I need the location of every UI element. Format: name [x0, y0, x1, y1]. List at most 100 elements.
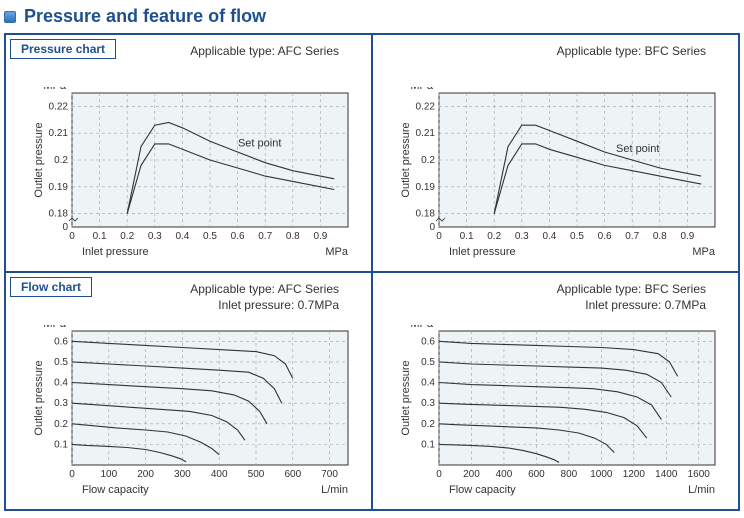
inlet-pressure-label: Inlet pressure: 0.7MPa [557, 297, 706, 313]
section-tab: Pressure chart [10, 39, 116, 59]
svg-text:1400: 1400 [655, 469, 678, 480]
chart-grid: Pressure chart Applicable type: AFC Serie… [4, 33, 740, 511]
chart-header: Applicable type: AFC Series [190, 43, 339, 59]
quadrant-pressure-bfc: Applicable type: BFC SeriesSet point00.1… [372, 34, 739, 272]
quadrant-flow-bfc: Applicable type: BFC SeriesInlet pressur… [372, 272, 739, 510]
svg-text:0: 0 [69, 231, 75, 242]
svg-text:Outlet pressure: Outlet pressure [33, 122, 45, 197]
svg-text:0.6: 0.6 [54, 336, 68, 347]
svg-text:0.9: 0.9 [313, 231, 327, 242]
svg-text:700: 700 [321, 469, 338, 480]
svg-text:MPa: MPa [43, 325, 67, 330]
svg-text:100: 100 [100, 469, 117, 480]
svg-text:600: 600 [528, 469, 545, 480]
svg-text:0.2: 0.2 [421, 155, 435, 166]
svg-text:0.6: 0.6 [598, 231, 612, 242]
svg-text:0.2: 0.2 [120, 231, 134, 242]
page-title: Pressure and feature of flow [24, 6, 266, 27]
bullet-icon [4, 11, 16, 23]
svg-text:Set point: Set point [238, 138, 281, 150]
svg-text:200: 200 [463, 469, 480, 480]
svg-text:0.4: 0.4 [54, 378, 68, 389]
svg-text:0.21: 0.21 [416, 128, 436, 139]
chart: Set point 0 0.1 0.2 0.3 0.4 0.5 0.6 0.7 0.8 0.9 0.1… [30, 87, 360, 263]
svg-text:0.7: 0.7 [625, 231, 639, 242]
svg-text:0.2: 0.2 [487, 231, 501, 242]
applicable-type-label: Applicable type: AFC Series [190, 43, 339, 59]
applicable-type-label: Applicable type: BFC Series [557, 43, 706, 59]
inlet-pressure-label: Inlet pressure: 0.7MPa [190, 297, 339, 313]
svg-text:Inlet pressure: Inlet pressure [449, 246, 516, 258]
svg-text:MPa: MPa [410, 87, 434, 92]
svg-text:0.3: 0.3 [148, 231, 162, 242]
svg-text:0.8: 0.8 [653, 231, 667, 242]
svg-text:1600: 1600 [688, 469, 711, 480]
svg-text:Flow capacity: Flow capacity [82, 484, 149, 496]
svg-text:Outlet pressure: Outlet pressure [33, 360, 45, 435]
svg-text:0.5: 0.5 [54, 357, 68, 368]
chart-header: Applicable type: BFC Series [557, 43, 706, 59]
svg-text:200: 200 [137, 469, 154, 480]
svg-text:0.6: 0.6 [421, 336, 435, 347]
svg-text:0.6: 0.6 [231, 231, 245, 242]
svg-text:L/min: L/min [321, 484, 348, 496]
svg-text:0: 0 [436, 469, 442, 480]
page-title-row: Pressure and feature of flow [4, 6, 740, 27]
applicable-type-label: Applicable type: BFC Series [557, 281, 706, 297]
svg-text:MPa: MPa [325, 246, 349, 258]
chart-header: Applicable type: BFC SeriesInlet pressur… [557, 281, 706, 313]
svg-text:0.4: 0.4 [421, 378, 435, 389]
svg-text:0: 0 [69, 469, 75, 480]
svg-text:0.5: 0.5 [203, 231, 217, 242]
svg-text:0.19: 0.19 [49, 182, 69, 193]
svg-text:MPa: MPa [410, 325, 434, 330]
svg-text:L/min: L/min [688, 484, 715, 496]
chart: 020040060080010001200140016000.10.20.30.… [397, 325, 727, 501]
svg-text:0.8: 0.8 [286, 231, 300, 242]
svg-text:0.2: 0.2 [54, 155, 68, 166]
svg-text:1200: 1200 [623, 469, 646, 480]
svg-text:300: 300 [174, 469, 191, 480]
svg-text:600: 600 [284, 469, 301, 480]
svg-text:Outlet pressure: Outlet pressure [400, 360, 412, 435]
section-tab: Flow chart [10, 277, 92, 297]
svg-text:0.3: 0.3 [515, 231, 529, 242]
svg-text:0.5: 0.5 [570, 231, 584, 242]
quadrant-pressure-afc: Pressure chart Applicable type: AFC Serie… [5, 34, 372, 272]
svg-text:0.4: 0.4 [542, 231, 556, 242]
svg-text:0: 0 [429, 222, 435, 233]
svg-text:MPa: MPa [43, 87, 67, 92]
svg-text:0.22: 0.22 [416, 101, 436, 112]
svg-text:Set point: Set point [616, 143, 659, 155]
svg-text:0.18: 0.18 [416, 209, 436, 220]
svg-text:Outlet pressure: Outlet pressure [400, 122, 412, 197]
chart-header: Applicable type: AFC SeriesInlet pressur… [190, 281, 339, 313]
svg-text:0.1: 0.1 [93, 231, 107, 242]
svg-text:0.19: 0.19 [416, 182, 436, 193]
svg-text:0.2: 0.2 [54, 419, 68, 430]
svg-text:0.18: 0.18 [49, 209, 69, 220]
svg-text:Flow capacity: Flow capacity [449, 484, 516, 496]
svg-text:0.22: 0.22 [49, 101, 69, 112]
svg-text:0.1: 0.1 [421, 439, 435, 450]
svg-text:0: 0 [436, 231, 442, 242]
svg-text:0.3: 0.3 [421, 398, 435, 409]
svg-text:0.3: 0.3 [54, 398, 68, 409]
svg-text:0.1: 0.1 [54, 439, 68, 450]
svg-text:0.2: 0.2 [421, 419, 435, 430]
svg-text:Inlet pressure: Inlet pressure [82, 246, 149, 258]
svg-text:0.4: 0.4 [175, 231, 189, 242]
svg-text:0.1: 0.1 [460, 231, 474, 242]
svg-text:0: 0 [62, 222, 68, 233]
svg-text:MPa: MPa [692, 246, 716, 258]
svg-text:800: 800 [561, 469, 578, 480]
quadrant-flow-afc: Flow chart Applicable type: AFC SeriesInl… [5, 272, 372, 510]
svg-text:400: 400 [211, 469, 228, 480]
svg-text:500: 500 [248, 469, 265, 480]
applicable-type-label: Applicable type: AFC Series [190, 281, 339, 297]
svg-text:0.7: 0.7 [258, 231, 272, 242]
svg-text:0.5: 0.5 [421, 357, 435, 368]
chart: 0 100 200 300 400 500 600 700 0.1 0.2 0.3 0.4 0.5 0.6… [30, 325, 360, 501]
svg-text:0.9: 0.9 [680, 231, 694, 242]
chart: Set point 0 0.1 0.2 0.3 0.4 0.5 0.6 0.7 0.8 0.9 0.1… [397, 87, 727, 263]
